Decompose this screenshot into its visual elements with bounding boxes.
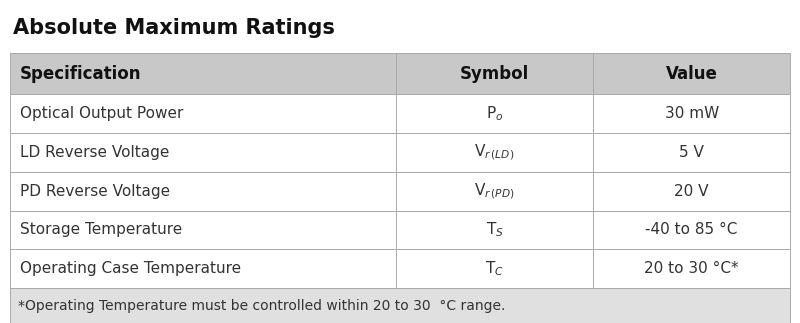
Text: Optical Output Power: Optical Output Power <box>20 106 183 121</box>
Bar <box>10 288 790 323</box>
Bar <box>396 211 593 249</box>
Bar <box>593 133 790 172</box>
Text: 20 V: 20 V <box>674 184 709 199</box>
Text: Symbol: Symbol <box>460 65 529 83</box>
Text: 30 mW: 30 mW <box>665 106 718 121</box>
Text: Storage Temperature: Storage Temperature <box>20 223 182 237</box>
Text: LD Reverse Voltage: LD Reverse Voltage <box>20 145 170 160</box>
Text: Value: Value <box>666 65 718 83</box>
Text: Operating Case Temperature: Operating Case Temperature <box>20 261 241 276</box>
Bar <box>10 133 396 172</box>
Bar <box>593 53 790 94</box>
Bar <box>593 94 790 133</box>
Text: Specification: Specification <box>20 65 142 83</box>
Bar <box>10 172 396 211</box>
Text: -40 to 85 °C: -40 to 85 °C <box>646 223 738 237</box>
Bar <box>593 211 790 249</box>
Bar <box>10 53 396 94</box>
Text: PD Reverse Voltage: PD Reverse Voltage <box>20 184 170 199</box>
Bar <box>396 133 593 172</box>
Text: V$_{r\,(PD)}$: V$_{r\,(PD)}$ <box>474 181 515 201</box>
Text: Absolute Maximum Ratings: Absolute Maximum Ratings <box>13 18 334 38</box>
Text: V$_{r\,(LD)}$: V$_{r\,(LD)}$ <box>474 142 514 162</box>
Bar <box>10 211 396 249</box>
Bar <box>10 94 396 133</box>
Text: 20 to 30 °C*: 20 to 30 °C* <box>644 261 739 276</box>
Text: T$_S$: T$_S$ <box>486 221 503 239</box>
Bar <box>396 249 593 288</box>
Bar <box>10 249 396 288</box>
Bar <box>593 172 790 211</box>
Text: T$_C$: T$_C$ <box>485 259 504 278</box>
Bar <box>396 94 593 133</box>
Text: P$_o$: P$_o$ <box>486 104 503 123</box>
Bar <box>593 249 790 288</box>
Bar <box>396 172 593 211</box>
Text: 5 V: 5 V <box>679 145 704 160</box>
Text: *Operating Temperature must be controlled within 20 to 30  °C range.: *Operating Temperature must be controlle… <box>18 299 505 313</box>
Bar <box>396 53 593 94</box>
